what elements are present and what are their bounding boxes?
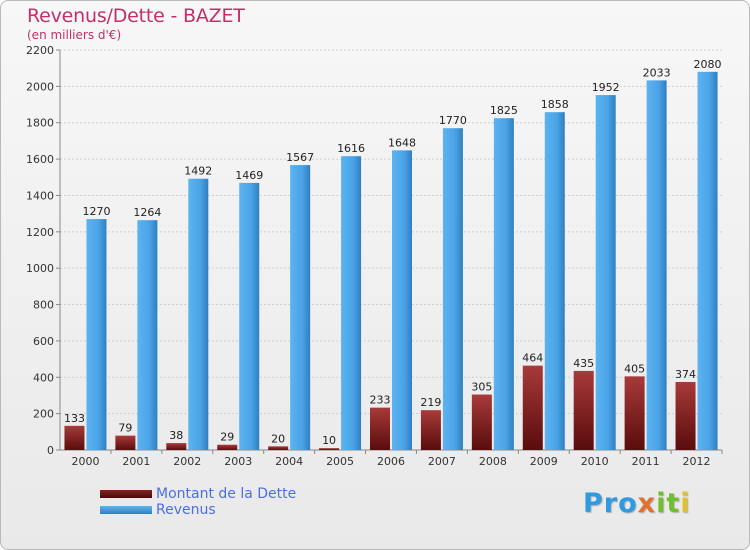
x-tick-label: 2004: [275, 455, 303, 468]
y-tick-label: 1600: [26, 153, 54, 166]
label-layer: 133 1270 79 1264 38 1492 29 1469 20 1567 10 1616 233…: [64, 58, 722, 447]
bar-dette: [420, 410, 441, 450]
y-tick-label: 200: [33, 408, 54, 421]
bar-revenus: [544, 112, 565, 450]
data-label-dette: 38: [169, 429, 183, 442]
x-tick-label: 2012: [683, 455, 711, 468]
y-tick-label: 2000: [26, 80, 54, 93]
axis-layer: 0 200 400 600 800 1000 1200 1400 1600 1800 2000 220…: [26, 44, 723, 468]
data-label-revenus: 2080: [694, 58, 722, 71]
bar-revenus: [392, 150, 412, 450]
x-tick-label: 2011: [632, 455, 660, 468]
bar-revenus: [188, 178, 209, 450]
bar-dette: [115, 435, 136, 450]
y-tick-label: 1000: [26, 262, 54, 275]
bar-dette: [166, 443, 187, 450]
data-label-revenus: 1469: [235, 169, 263, 182]
x-tick-label: 2007: [428, 455, 456, 468]
x-tick-label: 2003: [224, 455, 252, 468]
data-label-revenus: 1270: [82, 205, 110, 218]
x-tick-label: 2001: [122, 455, 150, 468]
y-tick-label: 1400: [26, 189, 54, 202]
y-tick-label: 800: [33, 299, 54, 312]
data-label-dette: 374: [675, 368, 696, 381]
chart-subtitle: (en milliers d'€): [27, 28, 122, 42]
data-label-revenus: 1264: [133, 206, 161, 219]
y-tick-label: 1800: [26, 117, 54, 130]
logo-part-1: Pro: [583, 488, 638, 519]
bar-dette: [217, 444, 238, 450]
bar-revenus: [341, 156, 362, 450]
bar-revenus: [86, 219, 107, 450]
data-label-dette: 464: [522, 352, 543, 365]
x-tick-label: 2005: [326, 455, 354, 468]
x-tick-label: 2008: [479, 455, 507, 468]
data-label-revenus: 1567: [286, 151, 314, 164]
grid-layer: [60, 49, 722, 451]
bar-layer: [64, 71, 718, 451]
bar-dette: [624, 376, 645, 450]
proxiti-logo: Proxiti: [583, 488, 691, 519]
data-label-dette: 20: [271, 432, 285, 445]
bar-dette: [471, 394, 492, 450]
data-label-revenus: 2033: [643, 66, 671, 79]
bar-dette: [573, 370, 594, 450]
data-label-revenus: 1492: [184, 165, 212, 178]
chart-title: Revenus/Dette - BAZET: [27, 5, 245, 27]
bar-revenus: [239, 182, 260, 450]
x-tick-label: 2009: [530, 455, 558, 468]
legend-item-revenus: Revenus: [100, 502, 296, 518]
data-label-dette: 219: [420, 396, 441, 409]
legend-item-dette: Montant de la Dette: [100, 486, 296, 502]
y-tick-label: 600: [33, 335, 54, 348]
data-label-dette: 305: [471, 381, 492, 394]
bar-revenus: [442, 128, 463, 450]
x-tick-label: 2010: [581, 455, 609, 468]
bar-dette: [268, 446, 289, 450]
bar-dette: [64, 425, 85, 450]
bar-revenus: [137, 220, 158, 450]
data-label-revenus: 1616: [337, 142, 365, 155]
legend-label-dette: Montant de la Dette: [156, 486, 297, 502]
logo-part-2: x: [637, 488, 657, 519]
bar-revenus: [646, 80, 667, 450]
bar-revenus: [493, 118, 514, 450]
data-label-revenus: 1825: [490, 104, 518, 117]
legend-swatch-revenus: [100, 506, 152, 514]
bar-revenus: [595, 95, 616, 450]
logo-part-4: i: [680, 488, 691, 519]
y-tick-label: 400: [33, 371, 54, 384]
x-tick-label: 2002: [173, 455, 201, 468]
y-tick-label: 2200: [26, 44, 54, 57]
data-label-dette: 29: [220, 431, 234, 444]
data-label-dette: 233: [370, 394, 391, 407]
data-label-dette: 79: [118, 422, 132, 435]
y-tick-label: 1200: [26, 226, 54, 239]
legend-label-revenus: Revenus: [156, 502, 216, 518]
bar-dette: [522, 365, 543, 450]
bar-dette: [370, 407, 390, 450]
data-label-dette: 10: [322, 434, 336, 447]
legend-swatch-dette: [100, 490, 152, 498]
x-tick-label: 2006: [377, 455, 405, 468]
data-label-revenus: 1858: [541, 98, 569, 111]
data-label-revenus: 1952: [592, 81, 620, 94]
data-label-dette: 133: [64, 412, 85, 425]
legend: Montant de la Dette Revenus: [100, 486, 296, 518]
data-label-revenus: 1770: [439, 114, 467, 127]
data-label-dette: 435: [573, 357, 594, 370]
bar-dette: [319, 448, 340, 450]
plot-area: [60, 50, 722, 450]
y-tick-label: 0: [47, 444, 54, 457]
bar-revenus: [697, 71, 718, 451]
x-tick-label: 2000: [71, 455, 99, 468]
logo-part-3: it: [656, 488, 681, 519]
data-label-dette: 405: [624, 362, 645, 375]
bar-revenus: [290, 165, 311, 450]
data-label-revenus: 1648: [388, 136, 416, 149]
bar-dette: [675, 382, 696, 450]
